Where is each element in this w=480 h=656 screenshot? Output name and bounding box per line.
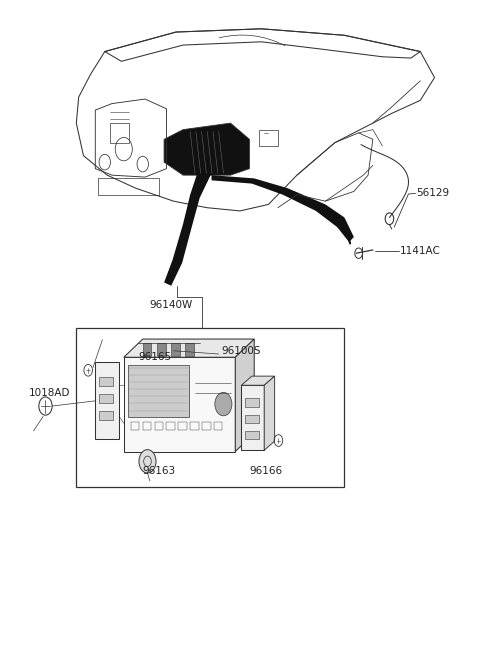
Polygon shape <box>212 175 354 242</box>
Bar <box>155 422 163 430</box>
Circle shape <box>139 449 156 473</box>
Bar <box>179 422 187 430</box>
Text: 1018AD: 1018AD <box>29 388 71 398</box>
Text: 96163: 96163 <box>143 466 176 476</box>
Bar <box>124 358 235 451</box>
Bar <box>96 363 119 440</box>
Text: 96140W: 96140W <box>150 300 193 310</box>
Bar <box>76 328 344 487</box>
Bar <box>214 422 222 430</box>
Bar <box>259 130 278 146</box>
Polygon shape <box>241 376 275 385</box>
Bar <box>143 343 151 356</box>
Bar <box>171 343 180 356</box>
Bar <box>97 178 159 195</box>
Text: 96166: 96166 <box>250 466 283 476</box>
Bar <box>245 398 259 407</box>
Text: 56129: 56129 <box>417 188 450 197</box>
Polygon shape <box>164 123 250 175</box>
Text: 1141AC: 1141AC <box>400 246 441 256</box>
Bar <box>128 365 189 417</box>
Bar <box>245 431 259 440</box>
Bar <box>157 343 166 356</box>
Polygon shape <box>235 339 254 451</box>
Polygon shape <box>124 339 254 358</box>
Bar <box>99 377 113 386</box>
Bar <box>143 422 151 430</box>
Bar <box>190 422 199 430</box>
Polygon shape <box>264 376 275 450</box>
Bar <box>185 343 194 356</box>
Bar <box>131 422 139 430</box>
Bar <box>167 422 175 430</box>
Bar <box>245 415 259 423</box>
Bar <box>109 123 129 142</box>
Bar <box>241 385 264 450</box>
Polygon shape <box>164 173 212 286</box>
Bar <box>99 411 113 420</box>
Circle shape <box>215 392 232 416</box>
Text: 96165: 96165 <box>138 352 171 362</box>
Bar <box>99 394 113 403</box>
Text: 96100S: 96100S <box>221 346 261 356</box>
Bar <box>202 422 211 430</box>
